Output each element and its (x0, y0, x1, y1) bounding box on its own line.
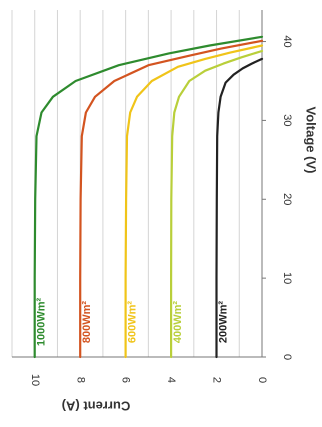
series-label-1: 800Wm² (81, 301, 93, 344)
series-layer (33, 35, 264, 359)
voltage-tick-label: 40 (281, 35, 293, 47)
series-line-4 (215, 57, 264, 359)
current-tick-label: 6 (120, 377, 132, 383)
series-line-0 (33, 35, 264, 359)
current-axis-title: Current (A) (62, 399, 131, 414)
current-tick-label: 8 (74, 377, 86, 383)
current-tick-label: 4 (165, 377, 177, 383)
axes: 0 2 4 6 8 10 0 10 20 30 40 Current (A) Voltage (V) (12, 10, 319, 414)
current-tick-label: 0 (256, 377, 268, 383)
labels-layer: 1000Wm² 800Wm² 600Wm² 400Wm² 200Wm² (36, 298, 230, 347)
voltage-tick-label: 20 (281, 193, 293, 205)
series-label-3: 400Wm² (172, 301, 184, 344)
voltage-tick-label: 10 (281, 272, 293, 284)
voltage-axis-title: Voltage (V) (304, 107, 319, 174)
series-label-4: 200Wm² (217, 301, 229, 344)
current-tick-label: 10 (29, 374, 41, 386)
voltage-tick-label: 0 (281, 354, 293, 360)
series-line-1 (79, 39, 264, 359)
series-line-2 (124, 44, 264, 359)
series-label-2: 600Wm² (127, 301, 139, 344)
current-tick-label: 2 (211, 377, 223, 383)
voltage-tick-label: 30 (281, 114, 293, 126)
series-label-0: 1000Wm² (36, 298, 48, 347)
series-line-3 (170, 49, 264, 359)
